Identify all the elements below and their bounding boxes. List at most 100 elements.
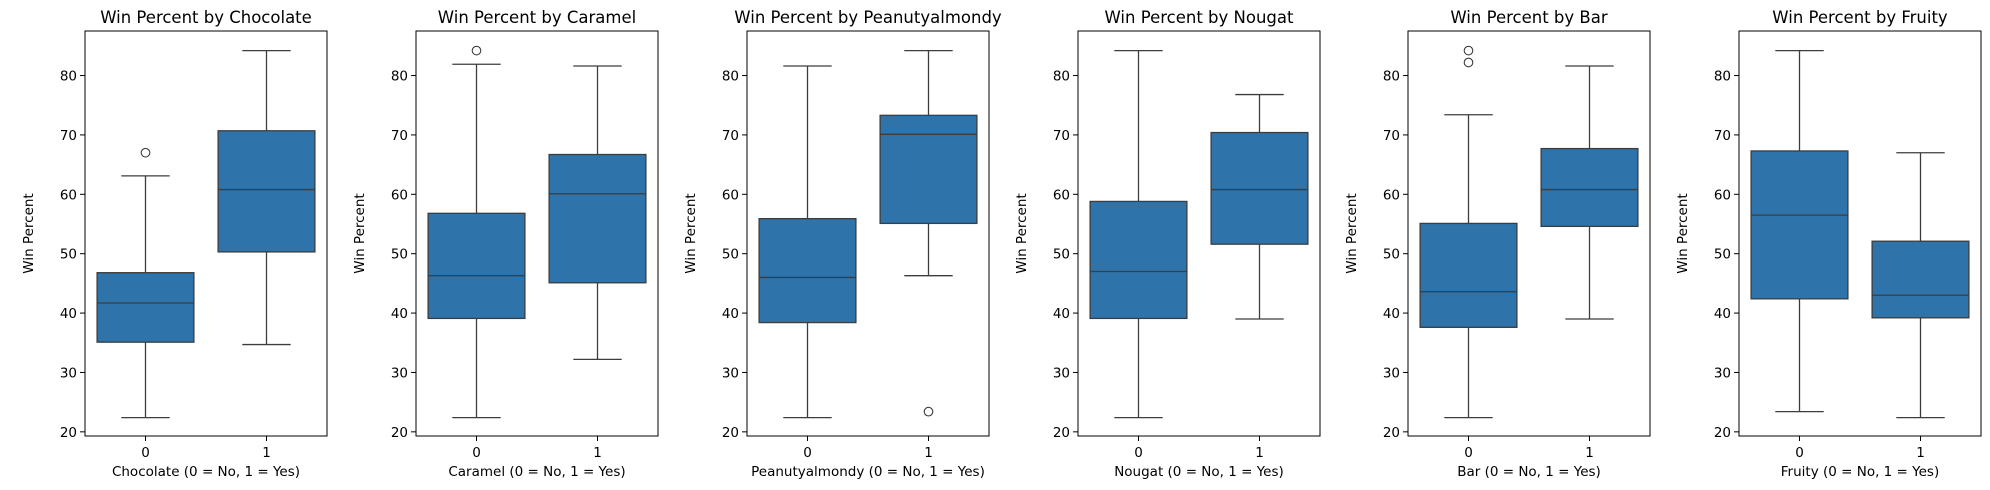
y-tick-label: 50 [722,247,739,263]
y-tick-label: 70 [1714,128,1731,144]
x-axis-label: Peanutyalmondy (0 = No, 1 = Yes) [751,464,985,480]
subplot-title: Win Percent by Fruity [1772,8,1948,27]
y-axis-label: Win Percent [21,193,37,273]
y-tick-label: 70 [60,128,77,144]
y-tick-label: 30 [391,365,408,381]
y-tick-label: 50 [1053,247,1070,263]
axes-frame [84,30,328,437]
y-tick-label: 50 [1714,247,1731,263]
x-tick-label: 0 [803,445,812,461]
box-0 [96,147,195,419]
y-tick-label: 30 [722,365,739,381]
subplot-5: Win Percent by Bar 20 30 40 50 60 70 80 0 1 Bar (0… [1344,8,1651,480]
y-tick-label: 20 [391,425,408,441]
y-axis-label: Win Percent [1675,193,1691,273]
box-iqr [1871,240,1970,319]
subplot-1: Win Percent by Chocolate 20 30 40 50 60 70 80 0 1… [21,8,328,480]
axes-frame [1077,30,1321,437]
box-iqr [96,272,195,343]
y-tick-label: 30 [1053,365,1070,381]
outlier-point [140,147,151,158]
y-tick-label: 30 [1714,365,1731,381]
x-tick-label: 1 [924,445,933,461]
box-iqr [1750,150,1849,300]
x-axis-label: Fruity (0 = No, 1 = Yes) [1781,464,1939,480]
y-axis-label: Win Percent [352,193,368,273]
axes-frame [1738,30,1982,437]
y-tick-label: 70 [391,128,408,144]
subplot-title: Win Percent by Peanutyalmondy [734,8,1002,27]
y-axis-label: Win Percent [1344,193,1360,273]
y-tick-label: 50 [391,247,408,263]
subplot-2: Win Percent by Caramel 20 30 40 50 60 70 80 0 1 Ca… [352,8,659,480]
x-tick-label: 0 [141,445,150,461]
y-tick-label: 40 [1053,306,1070,322]
y-axis-label: Win Percent [1014,193,1030,273]
y-tick-label: 60 [60,187,77,203]
box-1 [1871,152,1970,419]
box-iqr [758,218,857,324]
y-tick-label: 20 [1383,425,1400,441]
y-tick-label: 80 [1053,69,1070,85]
subplot-title: Win Percent by Caramel [438,8,636,27]
box-iqr [1210,131,1309,245]
y-tick-label: 80 [722,69,739,85]
y-tick-label: 70 [1383,128,1400,144]
y-tick-label: 80 [391,69,408,85]
x-tick-label: 0 [1464,445,1473,461]
axes-frame [415,30,659,437]
y-tick-label: 80 [1714,69,1731,85]
y-tick-label: 40 [60,306,77,322]
x-tick-label: 1 [1255,445,1264,461]
y-tick-label: 50 [1383,247,1400,263]
box-1 [1540,65,1639,320]
y-tick-label: 30 [60,365,77,381]
x-tick-label: 0 [1795,445,1804,461]
y-tick-label: 80 [60,69,77,85]
y-tick-label: 70 [722,128,739,144]
box-0 [1750,49,1849,413]
box-1 [879,49,978,417]
x-axis-label: Caramel (0 = No, 1 = Yes) [448,464,625,480]
outlier-point [923,406,934,417]
y-tick-label: 60 [722,187,739,203]
outlier-point [1463,57,1474,68]
y-tick-label: 40 [1383,306,1400,322]
box-1 [217,49,316,346]
box-iqr [548,153,647,284]
box-iqr [427,212,526,320]
box-iqr [1419,222,1518,328]
box-iqr [1540,147,1639,228]
y-tick-label: 40 [722,306,739,322]
box-iqr [1089,200,1188,320]
x-tick-label: 0 [1134,445,1143,461]
box-iqr [217,130,316,253]
y-tick-label: 50 [60,247,77,263]
box-0 [427,45,526,419]
y-tick-label: 40 [1714,306,1731,322]
y-tick-label: 40 [391,306,408,322]
x-axis-label: Nougat (0 = No, 1 = Yes) [1114,464,1284,480]
subplot-title: Win Percent by Chocolate [100,8,312,27]
outlier-point [1463,45,1474,56]
subplot-6: Win Percent by Fruity 20 30 40 50 60 70 80 0 1 Fru… [1675,8,1982,480]
y-tick-label: 60 [1714,187,1731,203]
subplot-title: Win Percent by Nougat [1104,8,1294,27]
box-1 [548,65,647,361]
y-tick-label: 20 [722,425,739,441]
y-tick-label: 30 [1383,365,1400,381]
y-tick-label: 20 [1714,425,1731,441]
axes-frame [1407,30,1651,437]
x-tick-label: 1 [1916,445,1925,461]
x-axis-label: Chocolate (0 = No, 1 = Yes) [112,464,300,480]
subplot-title: Win Percent by Bar [1450,8,1607,27]
subplot-4: Win Percent by Nougat 20 30 40 50 60 70 80 0 1 Nou… [1014,8,1321,480]
x-tick-label: 1 [593,445,602,461]
box-0 [758,65,857,419]
box-1 [1210,93,1309,320]
y-tick-label: 80 [1383,69,1400,85]
y-tick-label: 60 [391,187,408,203]
y-tick-label: 60 [1383,187,1400,203]
box-0 [1089,49,1188,419]
